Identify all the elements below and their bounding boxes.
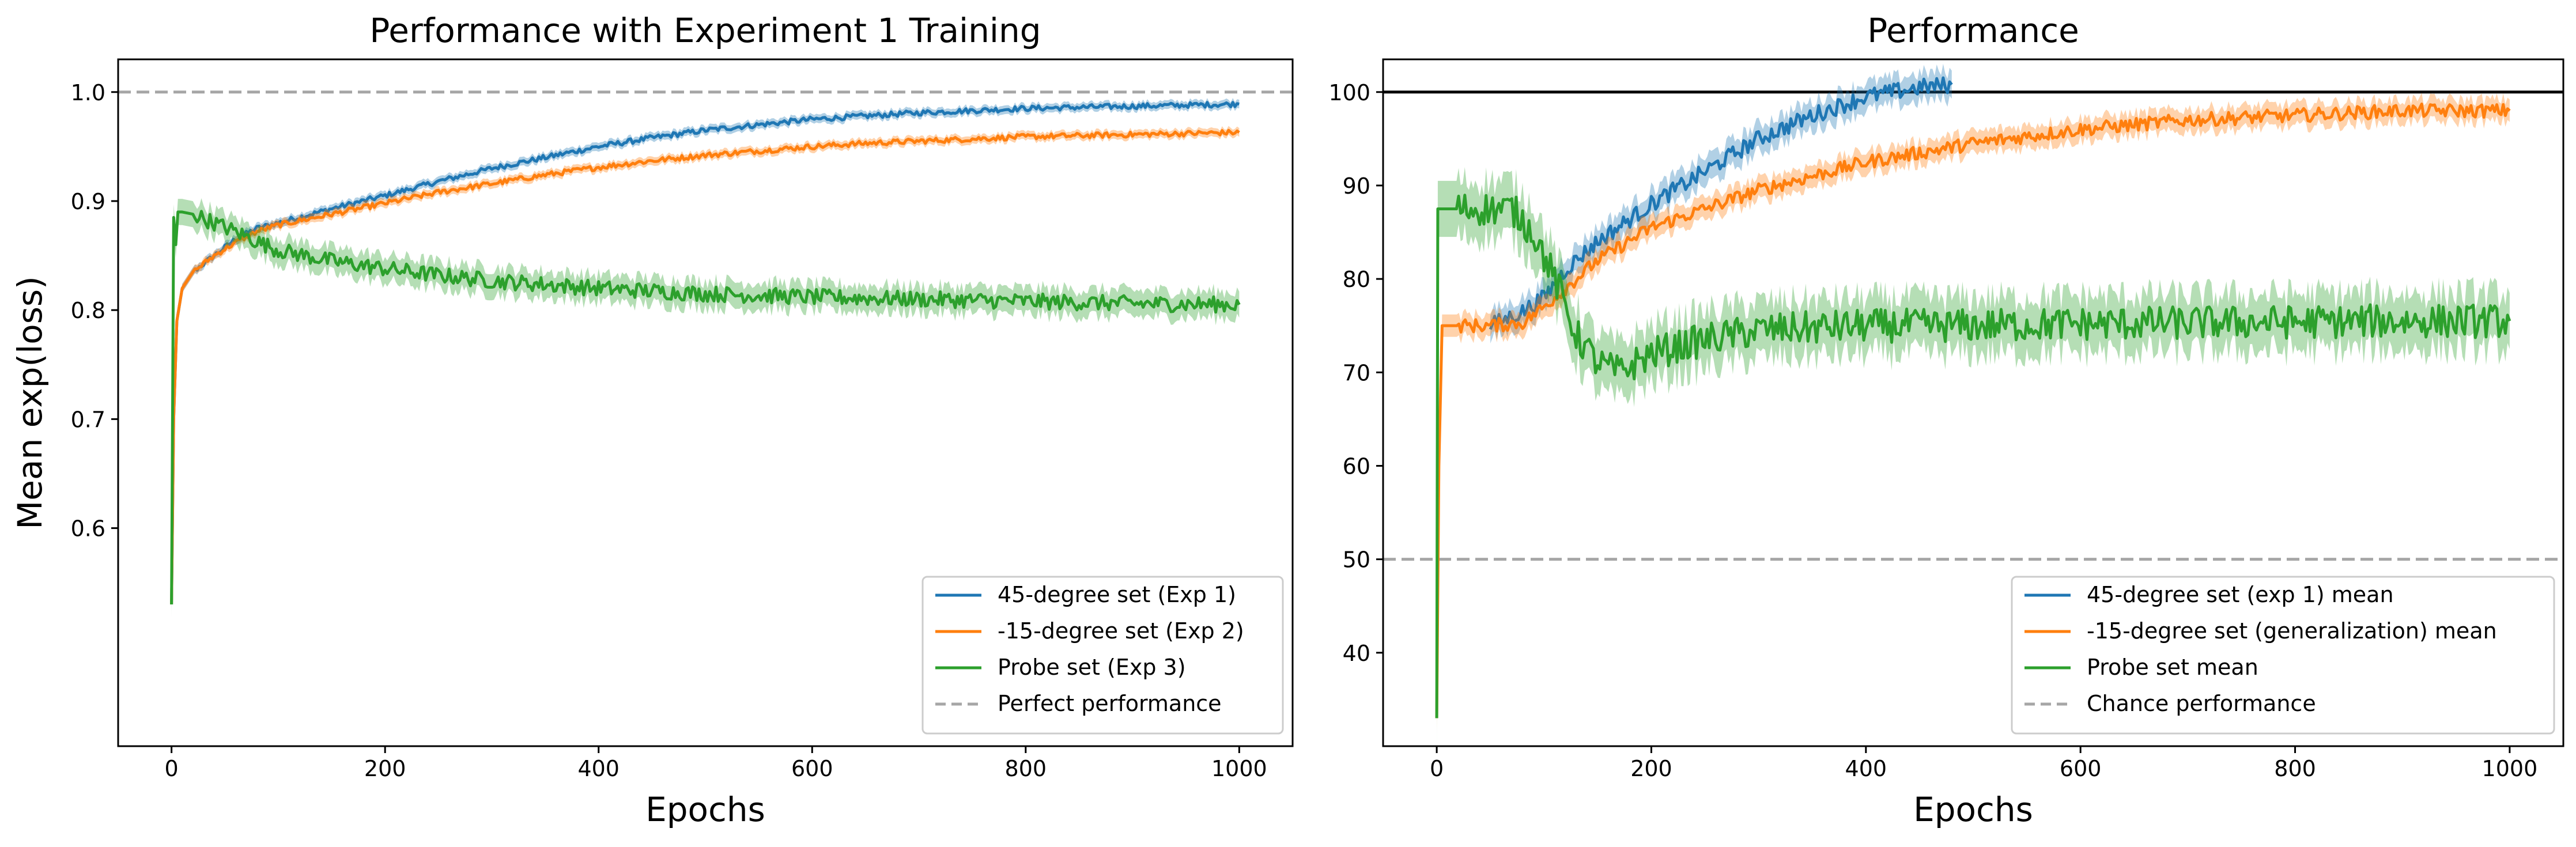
y-tick-label: 0.9 (71, 189, 105, 214)
x-tick-label: 200 (364, 756, 406, 781)
axes-frame (117, 58, 1294, 747)
series-line-0 (1489, 76, 1953, 330)
chart-title: Performance (1867, 11, 2079, 50)
legend-label-reference: Chance performance (2087, 691, 2316, 716)
legend-label-0: 45-degree set (Exp 1) (998, 582, 1236, 607)
x-tick-label: 0 (1430, 756, 1444, 781)
axes-frame (1382, 58, 2564, 747)
legend-label-reference: Perfect performance (998, 691, 1222, 716)
legend-label-2: Probe set mean (2087, 655, 2258, 680)
y-tick-label: 60 (1343, 453, 1370, 479)
x-tick-label: 1000 (1211, 756, 1267, 781)
legend-label-1: -15-degree set (Exp 2) (998, 618, 1244, 644)
series-band-2 (1437, 167, 2510, 746)
legend-box (2011, 576, 2555, 735)
y-tick-label: 0.7 (71, 407, 105, 432)
y-tick-label: 70 (1343, 360, 1370, 385)
y-tick-label: 40 (1343, 641, 1370, 666)
x-tick-label: 800 (1005, 756, 1047, 781)
x-axis-label: Epochs (1913, 790, 2033, 829)
legend-label-1: -15-degree set (generalization) mean (2087, 618, 2497, 644)
series-band-0 (171, 98, 1240, 609)
series-line-0 (170, 101, 1240, 605)
legend-box (921, 576, 1284, 735)
legend-label-0: 45-degree set (exp 1) mean (2087, 582, 2394, 607)
x-tick-label: 1000 (2482, 756, 2538, 781)
y-tick-label: 1.0 (71, 80, 105, 105)
series-band-2 (171, 198, 1240, 618)
y-tick-label: 80 (1343, 267, 1370, 292)
y-tick-label: 90 (1343, 173, 1370, 199)
series-line-2 (170, 210, 1241, 605)
y-tick-label: 50 (1343, 547, 1370, 573)
y-axis-label: Mean exp(loss) (10, 276, 50, 530)
chart-panel-left: 0 200 400 600 800 1000 0.6 0.7 0.8 0.9 1.0 Performa… (10, 11, 1294, 829)
series-line-1 (1435, 103, 2511, 719)
y-tick-label: 0.8 (71, 298, 105, 323)
series-line-2 (1435, 194, 2511, 719)
legend-label-2: Probe set (Exp 3) (998, 655, 1186, 680)
series-line-1 (170, 128, 1240, 605)
plot-area (118, 90, 1293, 618)
x-tick-label: 600 (2060, 756, 2102, 781)
y-tick-label: 100 (1328, 80, 1370, 105)
x-tick-label: 200 (1630, 756, 1672, 781)
x-tick-label: 400 (577, 756, 620, 781)
chart-panel-right: 0 200 400 600 800 1000 40 50 60 70 80 90 100 Performa… (1328, 11, 2564, 829)
y-tick-label: 0.6 (71, 516, 105, 542)
x-tick-label: 800 (2274, 756, 2316, 781)
series-band-1 (171, 126, 1240, 609)
x-tick-label: 400 (1845, 756, 1887, 781)
x-tick-label: 600 (791, 756, 833, 781)
x-axis-label: Epochs (645, 790, 765, 829)
plot-area (1383, 63, 2563, 746)
x-tick-label: 0 (165, 756, 179, 781)
chart-title: Performance with Experiment 1 Training (369, 11, 1041, 50)
